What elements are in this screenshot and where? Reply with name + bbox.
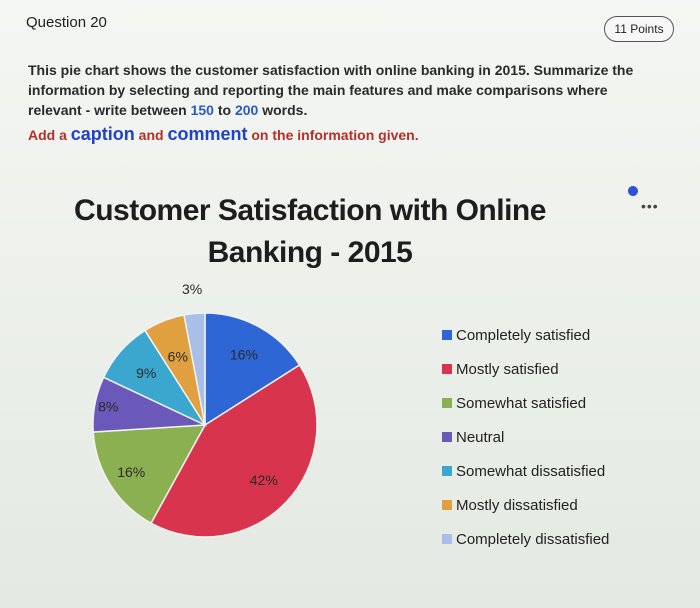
prompt-text: This pie chart shows the customer satisf… bbox=[28, 62, 634, 118]
pie-slice-completely-satisfied bbox=[204, 312, 301, 427]
instruction-add: Add a bbox=[28, 127, 71, 143]
legend-label: Somewhat satisfied bbox=[456, 394, 587, 412]
legend-item-completely-satisfied: Completely satisfied bbox=[442, 318, 609, 352]
pie-label-somewhat-satisfied: 16% bbox=[117, 464, 145, 480]
prompt-to: to bbox=[213, 102, 235, 118]
pie-label-completely-satisfied: 16% bbox=[230, 346, 258, 362]
legend-label: Neutral bbox=[456, 428, 505, 446]
legend-swatch bbox=[442, 466, 452, 476]
pie-label-somewhat-dissatisfied: 9% bbox=[136, 365, 156, 381]
legend-label: Mostly dissatisfied bbox=[456, 496, 578, 514]
legend-label: Completely dissatisfied bbox=[456, 530, 610, 548]
max-words: 200 bbox=[234, 102, 259, 118]
legend-item-completely-dissatisfied: Completely dissatisfied bbox=[442, 522, 609, 556]
pie-label-completely-dissatisfied: 3% bbox=[182, 281, 202, 297]
question-prompt: This pie chart shows the customer satisf… bbox=[28, 60, 648, 120]
chart-title-line2: Banking - 2015 bbox=[207, 236, 413, 269]
instruction-caption: caption bbox=[70, 124, 135, 144]
legend-item-neutral: Neutral bbox=[442, 420, 609, 454]
legend-label: Completely satisfied bbox=[456, 326, 591, 344]
chart-legend: Completely satisfied Mostly satisfied Some… bbox=[442, 318, 609, 556]
legend-swatch bbox=[442, 398, 452, 408]
pie-label-neutral: 8% bbox=[98, 399, 118, 415]
instruction-rest: on the information given. bbox=[247, 127, 419, 143]
legend-item-mostly-dissatisfied: Mostly dissatisfied bbox=[442, 488, 609, 522]
pie-label-mostly-dissatisfied: 6% bbox=[168, 348, 188, 364]
legend-swatch bbox=[442, 500, 452, 510]
legend-item-somewhat-satisfied: Somewhat satisfied bbox=[442, 386, 609, 420]
legend-swatch bbox=[442, 364, 452, 374]
legend-item-mostly-satisfied: Mostly satisfied bbox=[442, 352, 609, 386]
pie-label-mostly-satisfied: 42% bbox=[250, 472, 278, 488]
points-badge: 11 Points bbox=[604, 16, 674, 42]
legend-swatch bbox=[442, 432, 452, 442]
question-label: Question 20 bbox=[26, 14, 107, 31]
pie-slice-somewhat-satisfied bbox=[92, 424, 207, 525]
instruction-comment: comment bbox=[167, 124, 248, 144]
pie-slice-completely-dissatisfied bbox=[183, 312, 206, 426]
legend-swatch bbox=[442, 330, 452, 340]
instruction: Add a caption and comment on the informa… bbox=[28, 124, 419, 145]
legend-label: Mostly satisfied bbox=[456, 360, 559, 378]
legend-item-somewhat-dissatisfied: Somewhat dissatisfied bbox=[442, 454, 609, 488]
min-words: 150 bbox=[190, 102, 214, 118]
instruction-and: and bbox=[134, 127, 168, 143]
chart-title-line1: Customer Satisfaction with Online bbox=[74, 194, 546, 227]
more-options-icon[interactable]: ••• bbox=[641, 198, 659, 214]
prompt-end: words. bbox=[258, 102, 308, 118]
chart-title: Customer Satisfaction with Online Bankin… bbox=[40, 190, 580, 274]
pie-slice-mostly-satisfied bbox=[150, 363, 318, 538]
legend-swatch bbox=[442, 534, 452, 544]
legend-label: Somewhat dissatisfied bbox=[456, 462, 606, 480]
